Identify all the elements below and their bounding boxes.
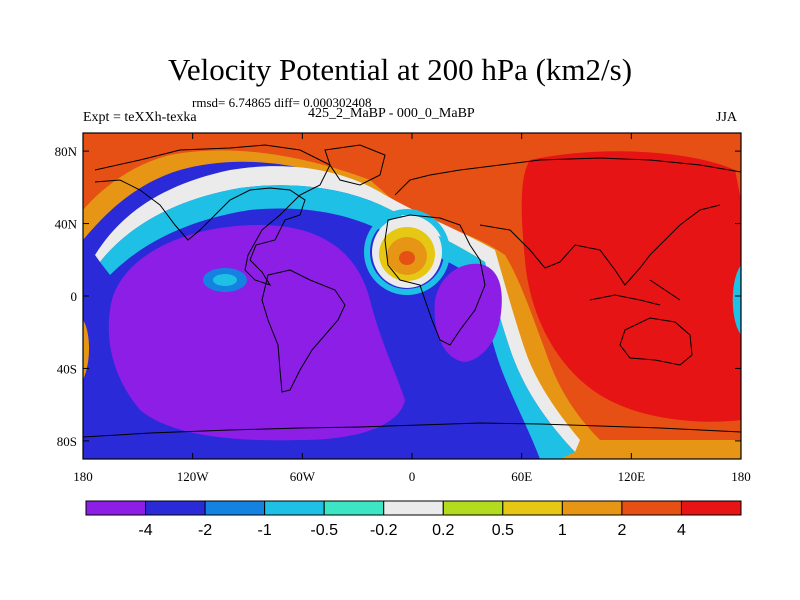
lon-tick-label: 0 — [409, 469, 416, 484]
field-white-band — [95, 166, 580, 452]
season-label: JJA — [716, 110, 738, 125]
lon-tick-label: 60E — [511, 469, 532, 484]
velocity-potential-field — [83, 133, 741, 459]
lat-tick-label: 40S — [57, 361, 77, 376]
coast-south-america — [261, 269, 346, 393]
coast-maritime — [589, 279, 681, 306]
field-local-max-ring-cyan — [364, 209, 450, 295]
field-blue-pocket-inner — [213, 274, 237, 286]
colorbar-label: -0.2 — [370, 522, 398, 539]
coast-europe-asia — [394, 157, 741, 196]
coast-australia — [619, 317, 693, 366]
coast-north-america — [94, 144, 331, 286]
subtitle-label: 425_2_MaBP - 000_0_MaBP — [308, 106, 475, 121]
longitude-axis: 180 120W 60W 0 60E 120E 180 — [73, 133, 751, 484]
field-purple-main — [108, 225, 405, 441]
lon-tick-label: 180 — [731, 469, 751, 484]
colorbar-label: -2 — [198, 522, 212, 539]
colorbar-label: 1 — [558, 522, 567, 539]
colorbar-swatch — [680, 500, 742, 516]
latitude-axis: 80N 40N 0 40S 80S — [55, 144, 741, 449]
colorbar-label: -4 — [138, 522, 152, 539]
colorbar-swatch — [145, 500, 206, 516]
colorbar-swatch — [383, 500, 444, 516]
colorbar-swatch — [561, 500, 623, 516]
colorbar-label: -1 — [258, 522, 272, 539]
field-cyan-band — [100, 185, 575, 459]
lat-tick-label: 40N — [55, 217, 78, 232]
lat-tick-label: 80N — [55, 144, 78, 159]
coastlines — [83, 144, 741, 438]
lat-tick-label: 0 — [71, 289, 78, 304]
colorbar-swatch — [204, 500, 266, 516]
coast-africa — [384, 214, 486, 346]
colorbar-swatch — [502, 500, 563, 516]
coast-greenland — [324, 144, 386, 186]
colorbar-label: -0.5 — [310, 522, 338, 539]
colorbar-swatch — [621, 500, 682, 516]
field-east-edge-lobe — [732, 265, 741, 335]
plot-title: Velocity Potential at 200 hPa (km2/s) — [167, 52, 633, 87]
coast-antarctica — [83, 422, 741, 438]
colorbar-swatch — [442, 500, 504, 516]
colorbar-label: 0.5 — [492, 522, 514, 539]
lat-tick-label: 80S — [57, 434, 77, 449]
stats-line: rmsd= 6.74865 diff= 0.000302408 — [192, 95, 372, 110]
lon-tick-label: 180 — [73, 469, 93, 484]
colorbar-label: 0.2 — [432, 522, 454, 539]
field-red-core — [521, 151, 741, 422]
colorbar-swatch — [85, 500, 147, 516]
lon-tick-label: 60W — [290, 469, 316, 484]
field-local-max-core — [399, 251, 415, 265]
colorbar-label: 2 — [617, 522, 626, 539]
coast-south-asia — [479, 204, 721, 286]
field-west-edge-lobe — [83, 320, 90, 380]
experiment-label: Expt = teXXh-texka — [83, 110, 197, 125]
colorbar: -4 -2 -1 -0.5 -0.2 0.2 0.5 1 2 4 — [85, 500, 742, 539]
colorbar-swatch — [264, 500, 325, 516]
colorbar-label: 4 — [677, 522, 686, 539]
field-purple-east — [434, 263, 502, 362]
lon-tick-label: 120E — [618, 469, 646, 484]
colorbar-swatch — [323, 500, 385, 516]
lon-tick-label: 120W — [177, 469, 210, 484]
